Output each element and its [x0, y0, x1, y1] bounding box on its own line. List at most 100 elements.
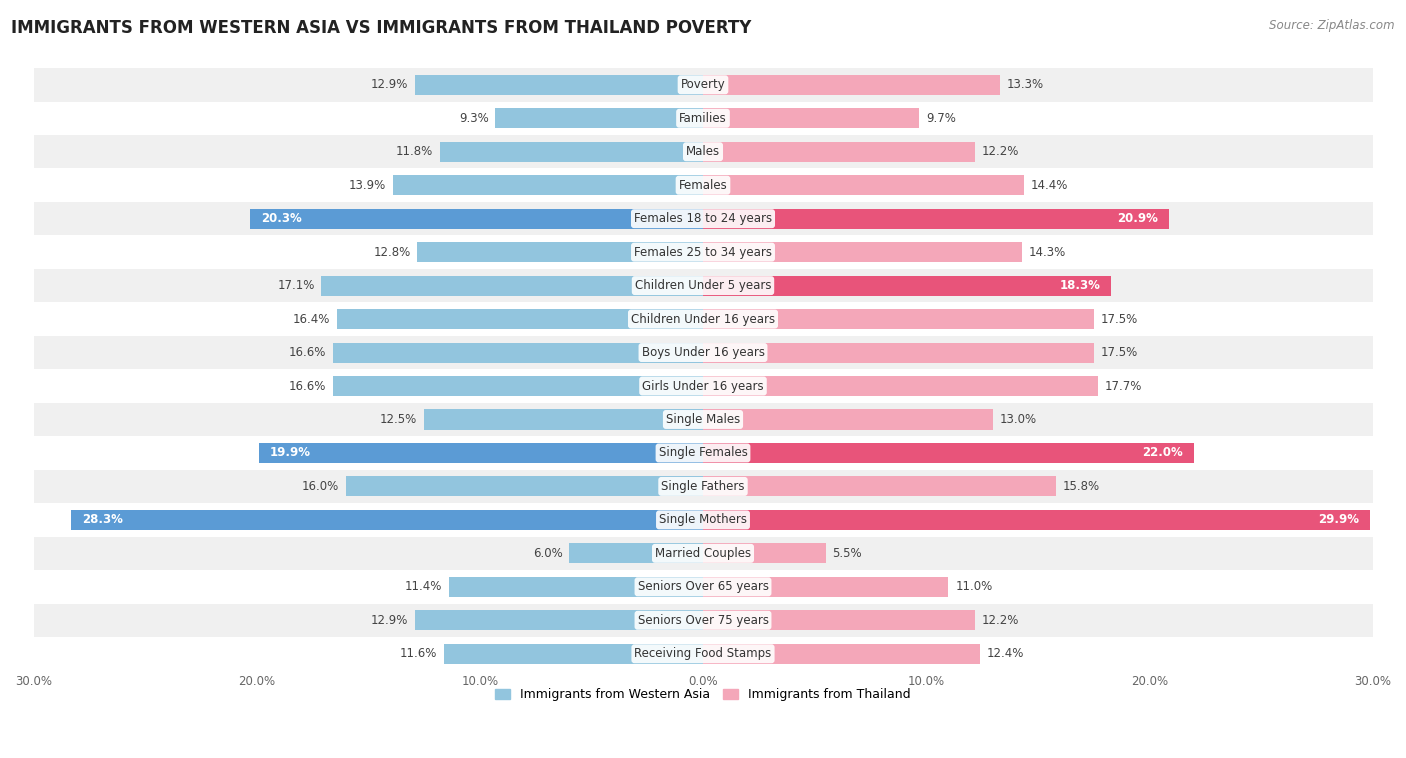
Bar	[425, 409, 703, 430]
Bar	[703, 208, 1170, 229]
Text: 13.0%: 13.0%	[1000, 413, 1038, 426]
Text: Single Fathers: Single Fathers	[661, 480, 745, 493]
Text: Receiving Food Stamps: Receiving Food Stamps	[634, 647, 772, 660]
Text: 11.6%: 11.6%	[401, 647, 437, 660]
Text: Poverty: Poverty	[681, 78, 725, 91]
Text: 17.7%: 17.7%	[1105, 380, 1142, 393]
Bar	[392, 175, 703, 196]
Bar	[34, 637, 1372, 671]
Text: Children Under 16 years: Children Under 16 years	[631, 312, 775, 326]
Bar	[333, 376, 703, 396]
Text: 28.3%: 28.3%	[83, 513, 124, 526]
Text: 9.3%: 9.3%	[458, 111, 489, 125]
Text: 18.3%: 18.3%	[1059, 279, 1101, 292]
Bar	[703, 376, 1098, 396]
Bar	[569, 543, 703, 563]
Bar	[34, 269, 1372, 302]
Text: Seniors Over 65 years: Seniors Over 65 years	[637, 581, 769, 594]
Bar	[418, 242, 703, 262]
Text: 20.3%: 20.3%	[262, 212, 302, 225]
Bar	[34, 537, 1372, 570]
Text: 12.2%: 12.2%	[981, 146, 1019, 158]
Bar	[703, 510, 1371, 530]
Text: 12.9%: 12.9%	[371, 78, 408, 91]
Text: Families: Families	[679, 111, 727, 125]
Bar	[250, 208, 703, 229]
Text: 22.0%: 22.0%	[1142, 446, 1182, 459]
Bar	[444, 644, 703, 664]
Text: Females 25 to 34 years: Females 25 to 34 years	[634, 246, 772, 258]
Text: 12.8%: 12.8%	[374, 246, 411, 258]
Bar	[72, 510, 703, 530]
Bar	[703, 644, 980, 664]
Bar	[703, 610, 976, 631]
Text: 14.4%: 14.4%	[1031, 179, 1069, 192]
Text: 14.3%: 14.3%	[1029, 246, 1066, 258]
Bar	[34, 168, 1372, 202]
Bar	[346, 476, 703, 496]
Text: 9.7%: 9.7%	[927, 111, 956, 125]
Bar	[449, 577, 703, 597]
Bar	[703, 276, 1111, 296]
Text: 16.6%: 16.6%	[288, 380, 326, 393]
Legend: Immigrants from Western Asia, Immigrants from Thailand: Immigrants from Western Asia, Immigrants…	[491, 684, 915, 706]
Bar	[34, 369, 1372, 402]
Text: 13.9%: 13.9%	[349, 179, 387, 192]
Text: 12.5%: 12.5%	[380, 413, 418, 426]
Bar	[337, 309, 703, 329]
Text: 17.5%: 17.5%	[1101, 312, 1137, 326]
Bar	[440, 142, 703, 161]
Text: 16.0%: 16.0%	[302, 480, 339, 493]
Text: Females: Females	[679, 179, 727, 192]
Text: Seniors Over 75 years: Seniors Over 75 years	[637, 614, 769, 627]
Bar	[34, 336, 1372, 369]
Bar	[703, 343, 1094, 362]
Text: Single Males: Single Males	[666, 413, 740, 426]
Bar	[322, 276, 703, 296]
Text: 11.0%: 11.0%	[955, 581, 993, 594]
Bar	[415, 610, 703, 631]
Text: 17.1%: 17.1%	[277, 279, 315, 292]
Text: Married Couples: Married Couples	[655, 547, 751, 560]
Bar	[703, 577, 949, 597]
Text: Females 18 to 24 years: Females 18 to 24 years	[634, 212, 772, 225]
Bar	[703, 443, 1194, 463]
Text: Single Females: Single Females	[658, 446, 748, 459]
Text: 11.8%: 11.8%	[395, 146, 433, 158]
Text: Girls Under 16 years: Girls Under 16 years	[643, 380, 763, 393]
Bar	[34, 570, 1372, 603]
Bar	[34, 135, 1372, 168]
Text: 17.5%: 17.5%	[1101, 346, 1137, 359]
Bar	[703, 175, 1025, 196]
Text: Source: ZipAtlas.com: Source: ZipAtlas.com	[1270, 19, 1395, 32]
Text: IMMIGRANTS FROM WESTERN ASIA VS IMMIGRANTS FROM THAILAND POVERTY: IMMIGRANTS FROM WESTERN ASIA VS IMMIGRAN…	[11, 19, 752, 37]
Bar	[34, 68, 1372, 102]
Bar	[703, 543, 825, 563]
Text: Males: Males	[686, 146, 720, 158]
Text: 5.5%: 5.5%	[832, 547, 862, 560]
Bar	[34, 503, 1372, 537]
Bar	[703, 242, 1022, 262]
Text: 12.2%: 12.2%	[981, 614, 1019, 627]
Bar	[259, 443, 703, 463]
Text: 29.9%: 29.9%	[1317, 513, 1360, 526]
Bar	[703, 309, 1094, 329]
Text: 15.8%: 15.8%	[1063, 480, 1099, 493]
Bar	[34, 436, 1372, 470]
Bar	[34, 603, 1372, 637]
Bar	[34, 202, 1372, 236]
Text: 16.4%: 16.4%	[292, 312, 330, 326]
Text: 11.4%: 11.4%	[405, 581, 441, 594]
Bar	[415, 75, 703, 95]
Bar	[34, 102, 1372, 135]
Bar	[703, 142, 976, 161]
Bar	[495, 108, 703, 128]
Bar	[703, 476, 1056, 496]
Bar	[34, 402, 1372, 436]
Text: Boys Under 16 years: Boys Under 16 years	[641, 346, 765, 359]
Bar	[703, 108, 920, 128]
Text: 19.9%: 19.9%	[270, 446, 311, 459]
Bar	[703, 409, 993, 430]
Text: 16.6%: 16.6%	[288, 346, 326, 359]
Text: Single Mothers: Single Mothers	[659, 513, 747, 526]
